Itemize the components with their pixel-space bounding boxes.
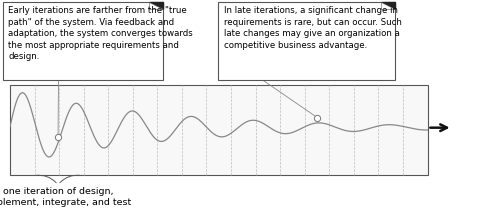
Text: Early iterations are farther from the "true
path" of the system. Via feedback an: Early iterations are farther from the "t… [8, 6, 193, 61]
Polygon shape [148, 2, 162, 9]
Polygon shape [148, 2, 162, 9]
FancyBboxPatch shape [10, 85, 428, 175]
FancyBboxPatch shape [2, 2, 162, 80]
Polygon shape [381, 2, 395, 9]
Text: one iteration of design,
implement, integrate, and test: one iteration of design, implement, inte… [0, 187, 131, 207]
FancyBboxPatch shape [218, 2, 395, 80]
Polygon shape [381, 2, 395, 9]
Text: In late iterations, a significant change in
requirements is rare, but can occur.: In late iterations, a significant change… [224, 6, 402, 50]
